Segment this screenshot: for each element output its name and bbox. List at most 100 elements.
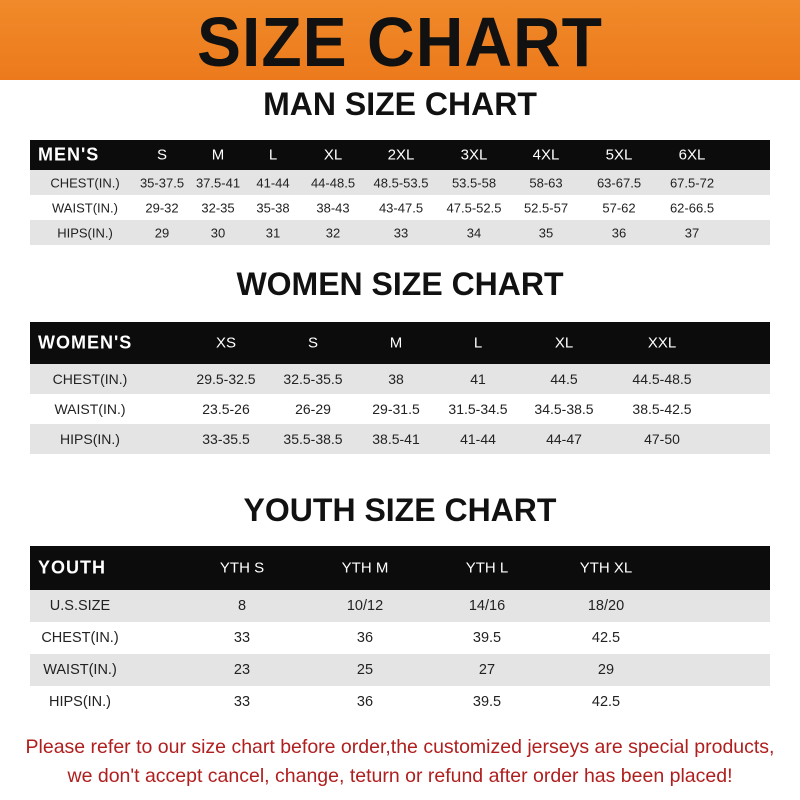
women-header-row: WOMEN'S XS S M L XL XXL	[30, 322, 770, 364]
measurement-value: 35.5-38.5	[283, 431, 343, 447]
measurement-value: 37	[684, 225, 700, 240]
measurement-value: 10/12	[346, 598, 384, 614]
notice-line-2: we don't accept cancel, change, teturn o…	[67, 765, 733, 787]
measurement-value: 38.5-42.5	[632, 401, 692, 417]
measurement-value: 35-38	[256, 200, 290, 215]
size-header: S	[156, 146, 168, 164]
measurement-value: 43-47.5	[378, 200, 424, 215]
size-header: M	[389, 334, 403, 352]
measurement-value: 31.5-34.5	[448, 401, 508, 417]
table-row: HIPS(IN.) 29 30 31 32 33 34 35 36 37	[30, 220, 770, 245]
table-row: CHEST(IN.) 33 36 39.5 42.5	[30, 622, 770, 654]
size-header: XXL	[647, 334, 677, 352]
measurement-value: 29-32	[145, 200, 179, 215]
measurement-value: 47.5-52.5	[446, 200, 502, 215]
measurement-value: 52.5-57	[523, 200, 569, 215]
measurement-value: 53.5-58	[451, 175, 497, 190]
size-header: XS	[215, 334, 237, 352]
measurement-value: 39.5	[472, 694, 502, 710]
men-header-row: MEN'S S M L XL 2XL 3XL 4XL 5XL 6XL	[30, 140, 770, 170]
size-header: 6XL	[678, 146, 706, 164]
measurement-label: HIPS(IN.)	[60, 431, 120, 447]
measurement-value: 33	[233, 694, 251, 710]
youth-header-row: YOUTH YTH S YTH M YTH L YTH XL	[30, 546, 770, 590]
measurement-value: 41-44	[460, 431, 496, 447]
size-header: 5XL	[605, 146, 633, 164]
measurement-value: 41-44	[256, 175, 290, 190]
measurement-value: 34	[466, 225, 482, 240]
table-row: HIPS(IN.) 33-35.5 35.5-38.5 38.5-41 41-44 44-…	[30, 424, 770, 454]
measurement-value: 29	[597, 662, 615, 678]
size-header: YTH XL	[579, 559, 633, 577]
table-row: WAIST(IN.) 23 25 27 29	[30, 654, 770, 686]
measurement-value: 37.5-41	[195, 175, 241, 190]
size-header: 4XL	[532, 146, 560, 164]
measurement-label: WAIST(IN.)	[43, 662, 117, 678]
measurement-label: CHEST(IN.)	[52, 371, 128, 387]
measurement-value: 26-29	[295, 401, 331, 417]
measurement-value: 41	[470, 371, 486, 387]
measurement-value: 33	[393, 225, 409, 240]
table-label: MEN'S	[38, 144, 100, 165]
measurement-value: 29-31.5	[372, 401, 420, 417]
measurement-value: 30	[210, 225, 226, 240]
table-row: HIPS(IN.) 33 36 39.5 42.5	[30, 686, 770, 718]
measurement-value: 33	[233, 630, 251, 646]
measurement-label: CHEST(IN.)	[50, 175, 120, 190]
measurement-value: 34.5-38.5	[534, 401, 594, 417]
table-row: WAIST(IN.) 23.5-26 26-29 29-31.5 31.5-34.5 34…	[30, 394, 770, 424]
measurement-value: 38	[388, 371, 404, 387]
women-section-title: WOMEN SIZE CHART	[236, 266, 564, 302]
measurement-value: 57-62	[602, 200, 636, 215]
measurement-label: HIPS(IN.)	[48, 694, 112, 710]
banner: SIZE CHART	[0, 0, 800, 81]
measurement-label: CHEST(IN.)	[41, 630, 119, 646]
men-size-table: MEN'S S M L XL 2XL 3XL 4XL 5XL 6XL CHEST(IN.) 35-37…	[30, 140, 770, 245]
measurement-value: 33-35.5	[202, 431, 250, 447]
measurement-value: 48.5-53.5	[373, 175, 429, 190]
size-header: XL	[323, 146, 343, 164]
measurement-value: 35-37.5	[139, 175, 185, 190]
youth-size-table: YOUTH YTH S YTH M YTH L YTH XL U.S.SIZE 8 10/12…	[30, 546, 770, 718]
banner-title: SIZE CHART	[197, 3, 603, 81]
measurement-value: 32.5-35.5	[283, 371, 343, 387]
men-section-title: MAN SIZE CHART	[263, 86, 537, 122]
measurement-label: WAIST(IN.)	[54, 401, 126, 417]
measurement-value: 32	[325, 225, 341, 240]
measurement-value: 25	[356, 662, 374, 678]
measurement-value: 42.5	[591, 694, 621, 710]
measurement-value: 23.5-26	[202, 401, 250, 417]
measurement-value: 47-50	[644, 431, 680, 447]
table-label: WOMEN'S	[38, 332, 133, 353]
size-header: L	[473, 334, 483, 352]
measurement-value: 44-47	[546, 431, 582, 447]
size-header: YTH M	[341, 559, 389, 577]
measurement-value: 14/16	[468, 598, 506, 614]
measurement-value: 38-43	[316, 200, 350, 215]
size-header: XL	[554, 334, 574, 352]
table-label: YOUTH	[38, 557, 106, 578]
measurement-value: 44-48.5	[310, 175, 356, 190]
measurement-value: 32-35	[201, 200, 235, 215]
measurement-label: HIPS(IN.)	[57, 225, 113, 240]
notice-line-1: Please refer to our size chart before or…	[25, 736, 775, 758]
measurement-value: 8	[237, 598, 247, 614]
measurement-value: 44.5-48.5	[632, 371, 692, 387]
size-header: M	[211, 146, 225, 164]
measurement-value: 18/20	[587, 598, 625, 614]
size-header: S	[307, 334, 319, 352]
table-row: CHEST(IN.) 35-37.5 37.5-41 41-44 44-48.5 48.5…	[30, 170, 770, 195]
measurement-value: 38.5-41	[372, 431, 420, 447]
measurement-value: 67.5-72	[669, 175, 715, 190]
measurement-value: 36	[356, 630, 374, 646]
size-header: L	[268, 146, 278, 164]
measurement-value: 23	[233, 662, 251, 678]
women-size-table: WOMEN'S XS S M L XL XXL CHEST(IN.) 29.5-32.5 32.5…	[30, 322, 770, 454]
measurement-value: 29.5-32.5	[196, 371, 256, 387]
measurement-value: 42.5	[591, 630, 621, 646]
measurement-value: 29	[154, 225, 170, 240]
size-header: 2XL	[387, 146, 415, 164]
measurement-value: 36	[356, 694, 374, 710]
measurement-value: 44.5	[550, 371, 578, 387]
youth-section-title: YOUTH SIZE CHART	[243, 492, 557, 528]
